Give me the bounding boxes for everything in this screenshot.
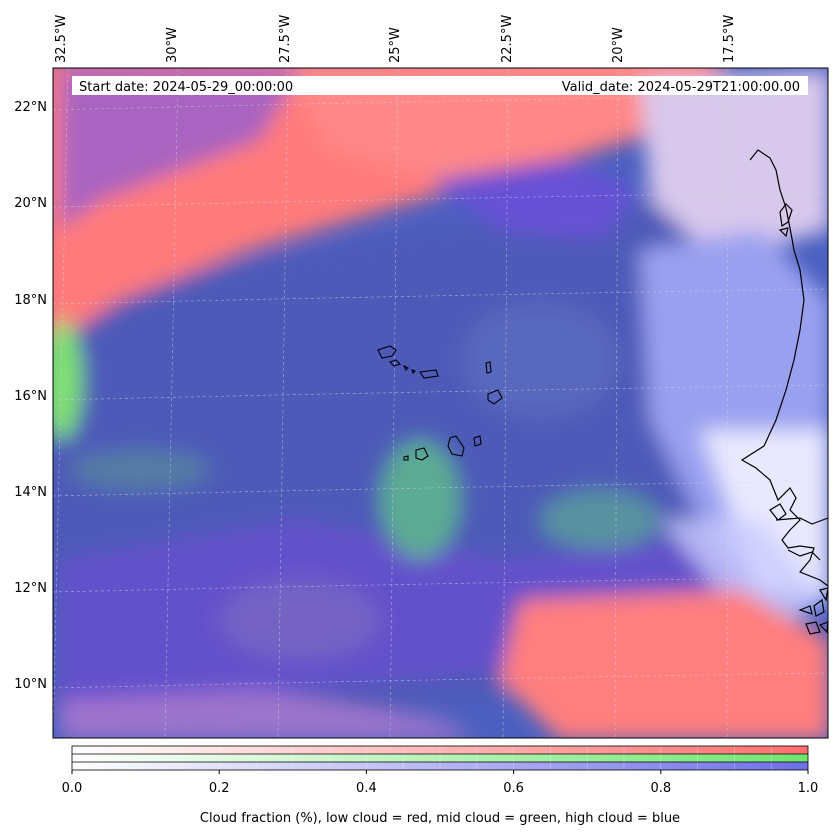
lat-tick: 14°N [14,485,47,500]
island-santiago [447,435,465,457]
island-maio [473,435,482,447]
colorbar-tick-label: 0.2 [209,781,230,796]
island-fogo [415,447,429,461]
map-frame [52,67,829,739]
island-sao-nicolau [419,369,439,379]
cape-verde-islands [377,345,503,461]
island-sal [485,361,492,374]
lon-tick: 32.5°W [54,15,69,63]
island-brava [403,455,409,461]
lat-tick: 18°N [14,293,47,308]
island-boa-vista [487,389,503,405]
colorbar-tick-label: 0.8 [650,781,671,796]
colorbar-tick-label: 0.0 [62,781,83,796]
lon-tick: 27.5°W [278,15,293,63]
lon-tick: 30°W [165,27,180,63]
colorbar-caption: Cloud fraction (%), low cloud = red, mid… [200,811,680,826]
lon-tick: 22.5°W [500,15,515,63]
lat-tick: 12°N [14,581,47,596]
lat-tick: 22°N [14,100,47,115]
island-santo-antao [377,345,397,359]
longitude-ticks: 32.5°W 30°W 27.5°W 25°W 22.5°W 20°W 17.5… [54,15,737,63]
west-africa-coastline [740,149,829,635]
colorbar-frame [71,745,809,771]
lat-tick: 20°N [14,196,47,211]
lon-tick: 20°W [611,27,626,63]
colorbar-tick-label: 0.4 [356,781,377,796]
island-santa-luzia [402,364,409,371]
colorbar: 0.0 0.2 0.4 0.6 0.8 1.0 [62,745,819,796]
lon-tick: 17.5°W [722,15,737,63]
start-date-label: Start date: 2024-05-29_00:00:00 [79,80,293,95]
lat-tick: 16°N [14,389,47,404]
island-sao-vicente [388,359,402,367]
header-box [72,76,808,95]
colorbar-tick-label: 1.0 [798,781,819,796]
colorbar-tick-label: 0.6 [503,781,524,796]
graticule [53,68,828,738]
island-islet [411,369,417,375]
latitude-ticks: 22°N 20°N 18°N 16°N 14°N 12°N 10°N [14,100,47,692]
valid-date-label: Valid_date: 2024-05-29T21:00:00.00 [562,80,800,95]
cloud-map [53,68,828,738]
coast-inlet [779,203,793,228]
lat-tick: 10°N [14,677,47,692]
lon-tick: 25°W [388,27,403,63]
